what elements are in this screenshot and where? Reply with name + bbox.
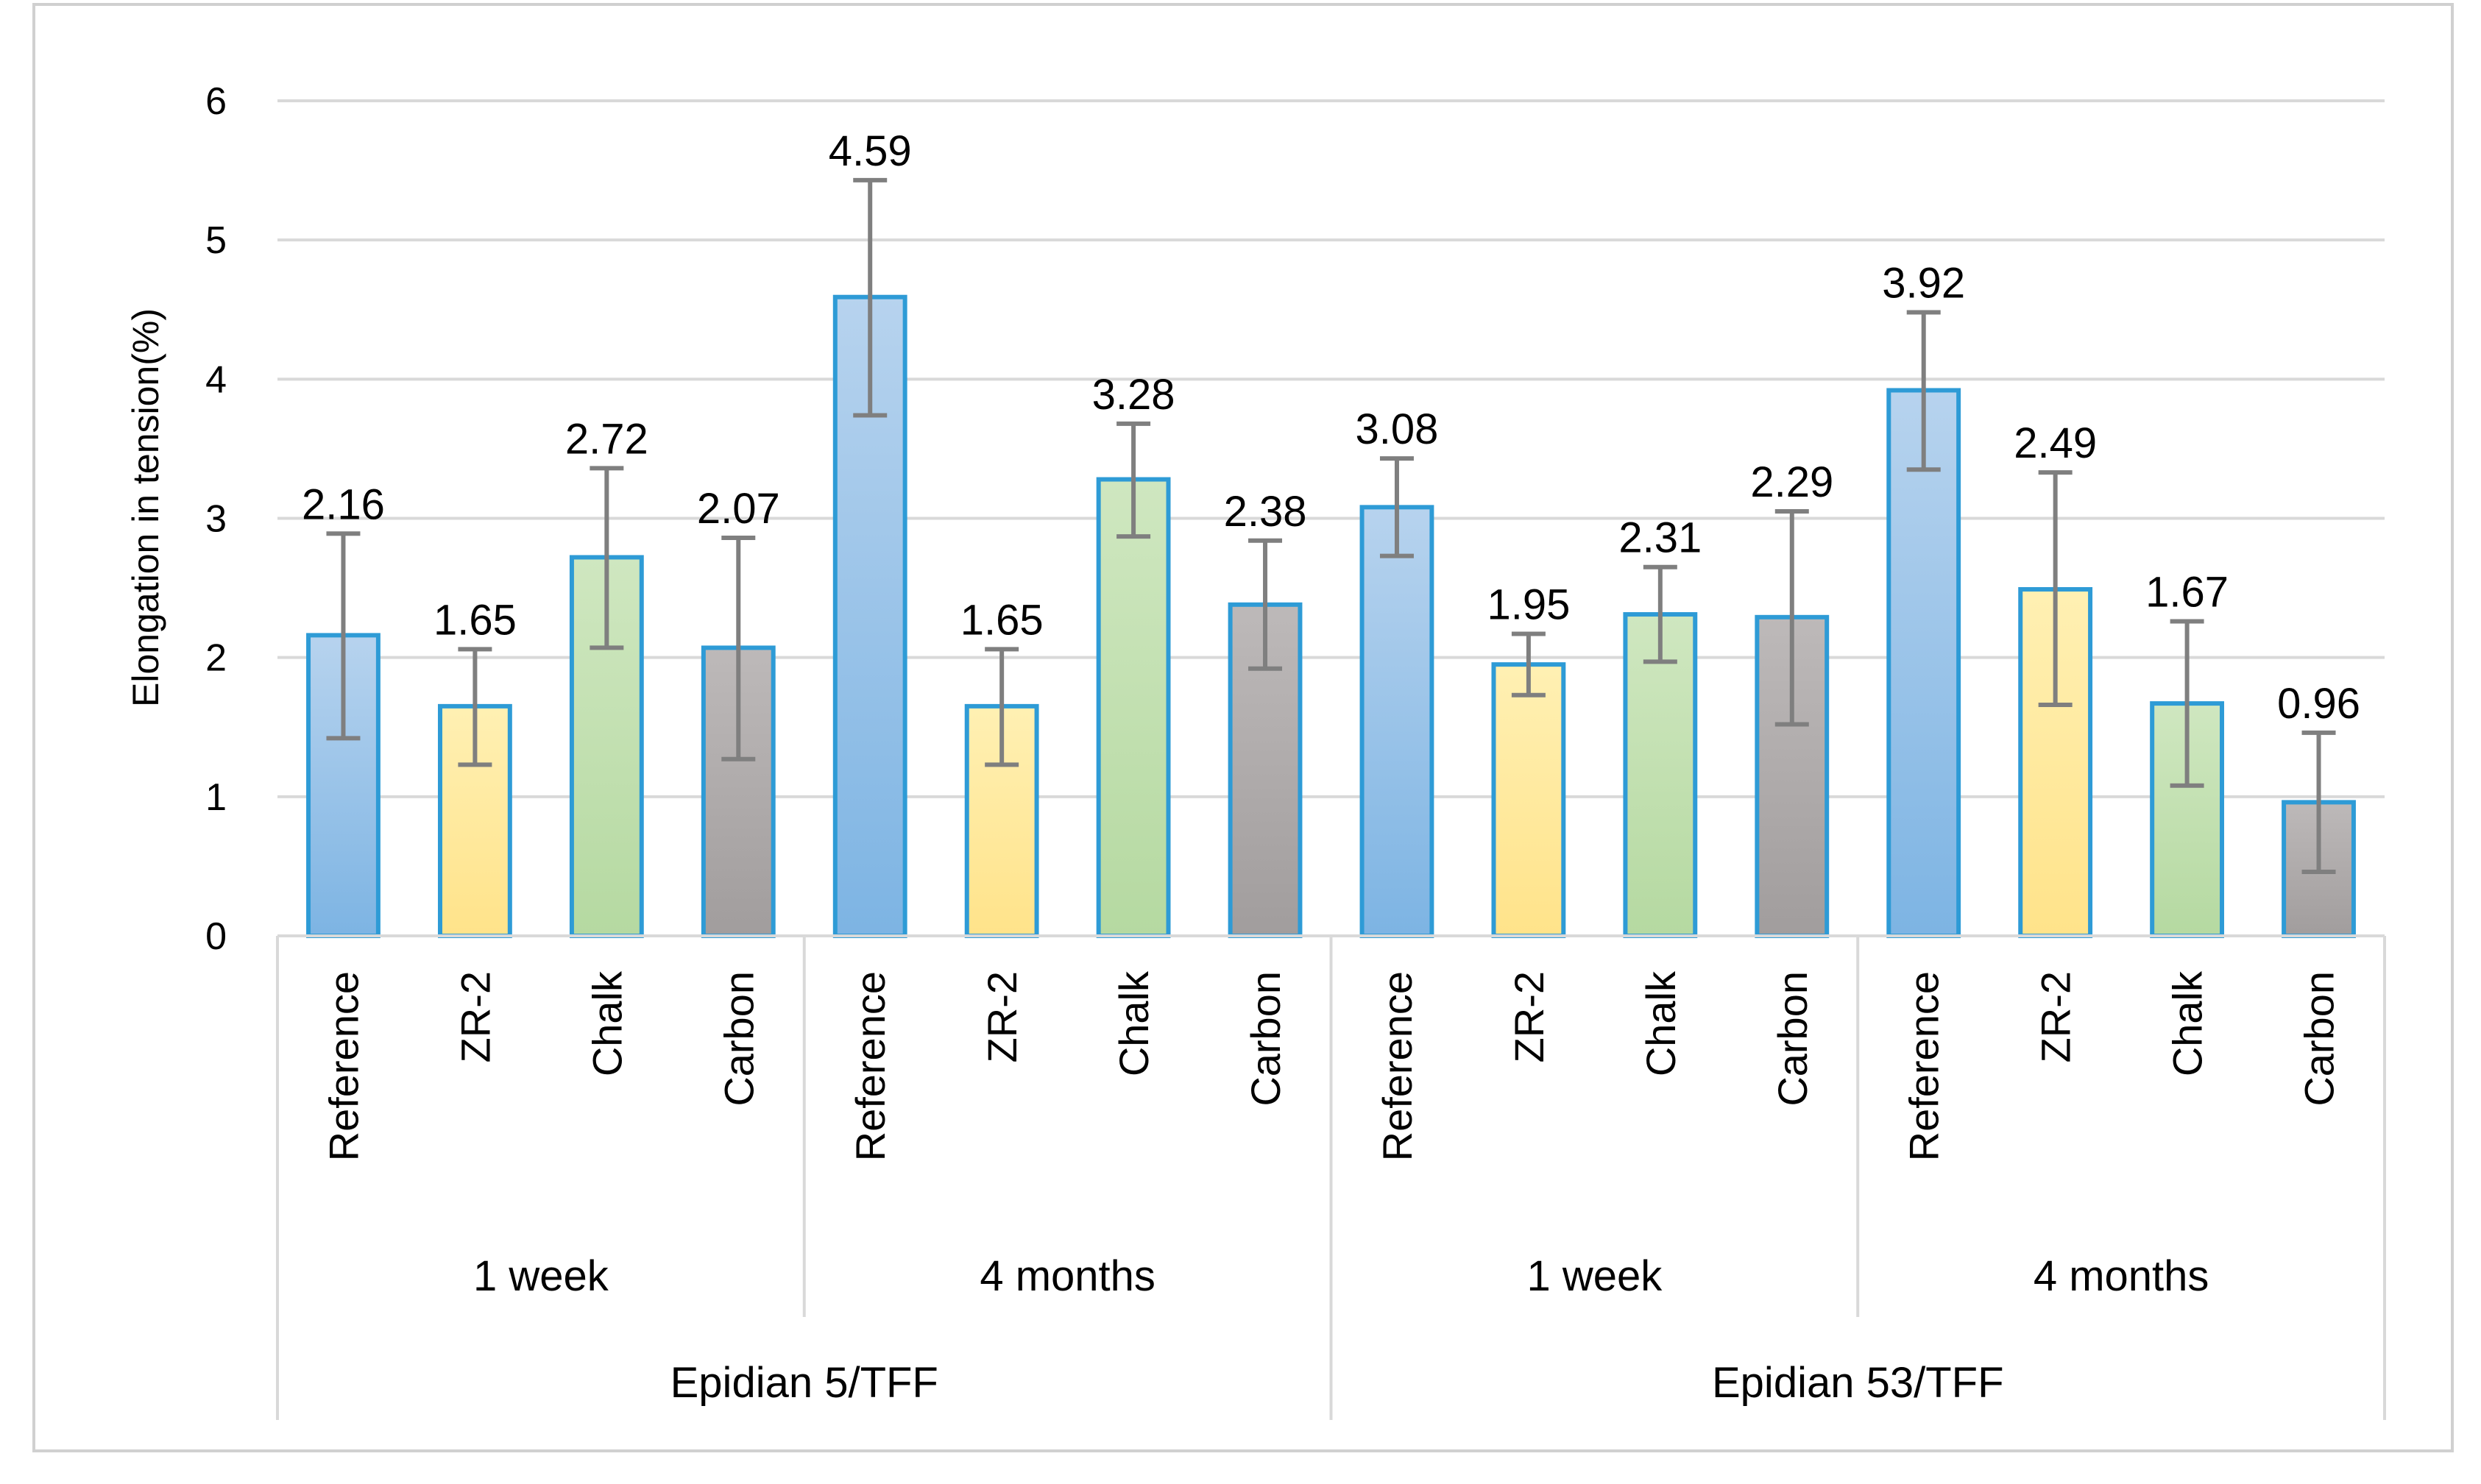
bars: 2.16 1.65 2.72 2.07 4.59 1.65 3.28 2.38 3.08 1.95…	[302, 127, 2360, 939]
y-tick-label: 1	[205, 776, 227, 819]
bar-zr-2	[1491, 662, 1566, 938]
category-label: Reference	[320, 971, 367, 1161]
data-label: 1.95	[1487, 581, 1570, 629]
category-label: ZR-2	[2033, 971, 2079, 1062]
category-label: Chalk	[584, 970, 630, 1076]
category-label: Reference	[1901, 971, 1947, 1161]
data-label: 1.65	[960, 596, 1044, 644]
data-label: 1.65	[433, 596, 517, 644]
y-tick-label: 4	[205, 358, 227, 401]
x-axis: Reference ZR-2 Chalk Carbon Reference ZR-2 Cha…	[276, 934, 2386, 1420]
category-label: Reference	[847, 971, 893, 1161]
data-label: 2.29	[1750, 458, 1833, 506]
y-tick-label: 6	[205, 80, 227, 123]
group-label: Epidian 5/TFF	[670, 1359, 938, 1407]
data-label: 3.28	[1092, 371, 1175, 419]
y-tick-labels: 0 1 2 3 4 5 6	[205, 80, 227, 958]
y-tick-label: 0	[205, 915, 227, 958]
subgroup-label: 4 months	[980, 1252, 1155, 1300]
data-label: 2.72	[565, 415, 648, 463]
data-label: 2.16	[302, 480, 385, 528]
data-label: 2.31	[1618, 514, 1702, 562]
group-label: Epidian 53/TFF	[1712, 1359, 2004, 1407]
data-label: 3.92	[1882, 260, 1965, 308]
data-label: 0.96	[2277, 680, 2360, 728]
category-label: Carbon	[715, 971, 762, 1107]
data-label: 3.08	[1356, 405, 1439, 453]
subgroup-label: 1 week	[473, 1252, 609, 1300]
category-label: Carbon	[1242, 971, 1289, 1107]
category-label: Carbon	[2296, 971, 2343, 1107]
y-axis-title: Elongation in tension(%)	[125, 308, 166, 707]
subgroup-label: 4 months	[2034, 1252, 2209, 1300]
data-label: 2.38	[1224, 488, 1307, 536]
category-label: Chalk	[1638, 970, 1684, 1076]
y-tick-label: 3	[205, 498, 227, 541]
bar-reference	[1359, 505, 1434, 938]
category-label: Chalk	[2165, 970, 2211, 1076]
category-label: ZR-2	[1506, 971, 1552, 1062]
y-tick-label: 2	[205, 637, 227, 680]
data-label: 2.07	[697, 485, 780, 533]
category-label: Carbon	[1769, 971, 1816, 1107]
category-label: ZR-2	[979, 971, 1025, 1062]
data-label: 4.59	[829, 127, 912, 175]
category-label: Reference	[1374, 971, 1420, 1161]
subgroup-label: 1 week	[1526, 1252, 1663, 1300]
category-label: ZR-2	[452, 971, 498, 1062]
bar-reference	[1886, 388, 1961, 938]
category-label: Chalk	[1111, 970, 1157, 1076]
bar-chalk	[1096, 477, 1171, 938]
data-label: 2.49	[2014, 419, 2097, 467]
y-tick-label: 5	[205, 219, 227, 262]
data-label: 1.67	[2145, 568, 2229, 616]
